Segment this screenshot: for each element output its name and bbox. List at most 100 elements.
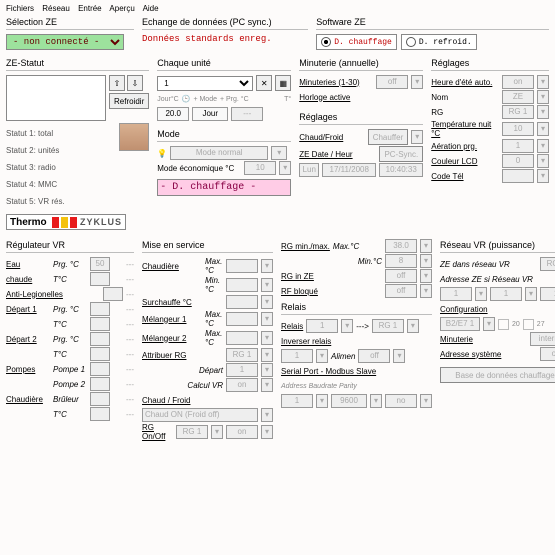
menu-entree[interactable]: Entrée bbox=[78, 4, 102, 13]
ze-statut-text[interactable] bbox=[6, 75, 106, 121]
radio-refroid[interactable]: D. refroid. bbox=[401, 34, 477, 50]
dd[interactable]: ▾ bbox=[483, 317, 495, 331]
regvr-lbl1[interactable]: Eau bbox=[6, 260, 50, 269]
reglages-row-label[interactable]: Heure d'été auto. bbox=[431, 78, 492, 87]
dd-icon[interactable]: ▾ bbox=[261, 312, 273, 326]
dd[interactable]: ▾ bbox=[393, 349, 405, 363]
zereseau-val[interactable]: RG 1 bbox=[540, 257, 555, 271]
dd[interactable]: ▾ bbox=[420, 284, 432, 298]
rfbloque[interactable]: RF bloqué bbox=[281, 287, 318, 296]
chauffer-btn[interactable]: Chauffer bbox=[368, 129, 409, 145]
regvr-val[interactable]: 50 bbox=[90, 257, 110, 271]
mode-eco-val[interactable]: 10 bbox=[244, 161, 276, 175]
addr-val[interactable]: 1 bbox=[281, 394, 313, 408]
arrow-down-button[interactable]: ⇩ bbox=[127, 75, 143, 91]
parity-val[interactable]: no bbox=[385, 394, 417, 408]
adr-v3[interactable]: 1 bbox=[540, 287, 555, 301]
cb-2[interactable] bbox=[523, 319, 534, 330]
menu-apercu[interactable]: Aperçu bbox=[109, 4, 134, 13]
regvr-lbl1[interactable]: chaude bbox=[6, 275, 50, 284]
grid-icon[interactable]: ▦ bbox=[275, 75, 291, 91]
depart-val[interactable]: 1 bbox=[226, 363, 258, 377]
minuteries-val[interactable]: off bbox=[376, 75, 408, 89]
cf-title[interactable]: Chaud / Froid bbox=[142, 396, 190, 405]
dd[interactable]: ▾ bbox=[420, 394, 432, 408]
dd[interactable]: ▾ bbox=[475, 287, 487, 301]
inv-v2[interactable]: off bbox=[358, 349, 390, 363]
mise-lbl1[interactable]: Chaudière bbox=[142, 262, 202, 271]
regvr-val[interactable] bbox=[90, 362, 110, 376]
regvr-lbl1[interactable]: Pompes bbox=[6, 365, 50, 374]
rginze[interactable]: RG in ZE bbox=[281, 272, 314, 281]
mise-val[interactable] bbox=[226, 259, 258, 273]
dd[interactable]: ▾ bbox=[420, 254, 432, 268]
reglages-row-label[interactable]: Aération prg. bbox=[431, 142, 477, 151]
day-box[interactable]: Lun bbox=[299, 163, 319, 177]
cb-1[interactable] bbox=[498, 319, 509, 330]
adr-v2[interactable]: 1 bbox=[490, 287, 522, 301]
reglages-row-val[interactable]: RG 1 bbox=[502, 105, 534, 119]
reglages-row-val[interactable]: 0 bbox=[502, 154, 534, 168]
time-box[interactable]: 10:40:33 bbox=[379, 163, 423, 177]
chaudfroid-link[interactable]: Chaud/Froid bbox=[299, 133, 343, 142]
dd-icon[interactable]: ▾ bbox=[537, 169, 549, 183]
regvr-val[interactable] bbox=[90, 272, 110, 286]
regvr-lbl1[interactable]: Chaudière bbox=[6, 395, 50, 404]
horloge-link[interactable]: Horloge active bbox=[299, 93, 350, 102]
mode-eco-dd[interactable]: ▾ bbox=[279, 161, 291, 175]
menu-fichiers[interactable]: Fichiers bbox=[6, 4, 34, 13]
dd[interactable]: ▾ bbox=[261, 363, 273, 377]
minuteries-link[interactable]: Minuteries (1-30) bbox=[299, 78, 359, 87]
rgonoff-v2[interactable]: on bbox=[226, 425, 258, 439]
mise-val[interactable] bbox=[226, 295, 258, 309]
mise-lbl1[interactable]: Surchauffe °C bbox=[142, 298, 202, 307]
inv-relais[interactable]: Inverser relais bbox=[281, 337, 331, 346]
base-donnees-btn[interactable]: Base de données chauffage bbox=[440, 367, 555, 383]
regvr-val[interactable] bbox=[90, 332, 110, 346]
dd[interactable]: ▾ bbox=[316, 394, 328, 408]
menu-reseau[interactable]: Réseau bbox=[42, 4, 70, 13]
zedate-link[interactable]: ZE Date / Heur bbox=[299, 150, 352, 159]
dd[interactable]: ▾ bbox=[420, 269, 432, 283]
dd[interactable]: ▾ bbox=[261, 348, 273, 362]
regvr-val[interactable] bbox=[103, 287, 123, 301]
val-prgc[interactable]: --- bbox=[231, 107, 263, 121]
dd-icon[interactable]: ▾ bbox=[261, 259, 273, 273]
dd[interactable]: ▾ bbox=[261, 408, 273, 422]
radio-chauffage[interactable]: D. chauffage bbox=[316, 34, 397, 50]
reglages-row-label[interactable]: Code Tél bbox=[431, 172, 463, 181]
reglages-row-val[interactable] bbox=[502, 169, 534, 183]
dd[interactable]: ▾ bbox=[261, 425, 273, 439]
val-mode[interactable]: Jour bbox=[192, 107, 228, 121]
dd-icon[interactable]: ▾ bbox=[261, 331, 273, 345]
rgonoff-v1[interactable]: RG 1 bbox=[176, 425, 208, 439]
dd[interactable]: ▾ bbox=[525, 287, 537, 301]
reglages-row-val[interactable]: 1 bbox=[502, 139, 534, 153]
regvr-val[interactable] bbox=[90, 392, 110, 406]
minuterie-val[interactable]: interne bbox=[530, 332, 555, 346]
maxc-val[interactable]: 38.0 bbox=[385, 239, 417, 253]
regvr-val[interactable] bbox=[90, 377, 110, 391]
reglages-row-val[interactable]: ZE bbox=[502, 90, 534, 104]
dd-icon[interactable]: ▾ bbox=[537, 75, 549, 89]
mise-val[interactable] bbox=[226, 278, 258, 292]
dd[interactable]: ▾ bbox=[316, 349, 328, 363]
mise-lbl1[interactable]: Mélangeur 1 bbox=[142, 315, 202, 324]
dd[interactable]: ▾ bbox=[211, 425, 223, 439]
relais[interactable]: Relais bbox=[281, 322, 303, 331]
dd[interactable]: ▾ bbox=[420, 239, 432, 253]
cf-box[interactable]: Chaud ON (Froid off) bbox=[142, 408, 258, 422]
rginze-val[interactable]: off bbox=[385, 269, 417, 283]
dd[interactable]: ▾ bbox=[261, 378, 273, 392]
unite-select[interactable]: 1 bbox=[157, 76, 253, 91]
close-icon[interactable]: ✕ bbox=[256, 75, 272, 91]
serial-title[interactable]: Serial Port - Modbus Slave bbox=[281, 367, 376, 376]
mise-val[interactable] bbox=[226, 312, 258, 326]
regvr-val[interactable] bbox=[90, 302, 110, 316]
rfbloque-val[interactable]: off bbox=[385, 284, 417, 298]
dd-icon[interactable]: ▾ bbox=[537, 105, 549, 119]
minc-val[interactable]: 8 bbox=[385, 254, 417, 268]
dd-icon[interactable]: ▾ bbox=[261, 278, 273, 292]
baud-val[interactable]: 9600 bbox=[331, 394, 367, 408]
rgminmax[interactable]: RG min./max. bbox=[281, 242, 330, 251]
